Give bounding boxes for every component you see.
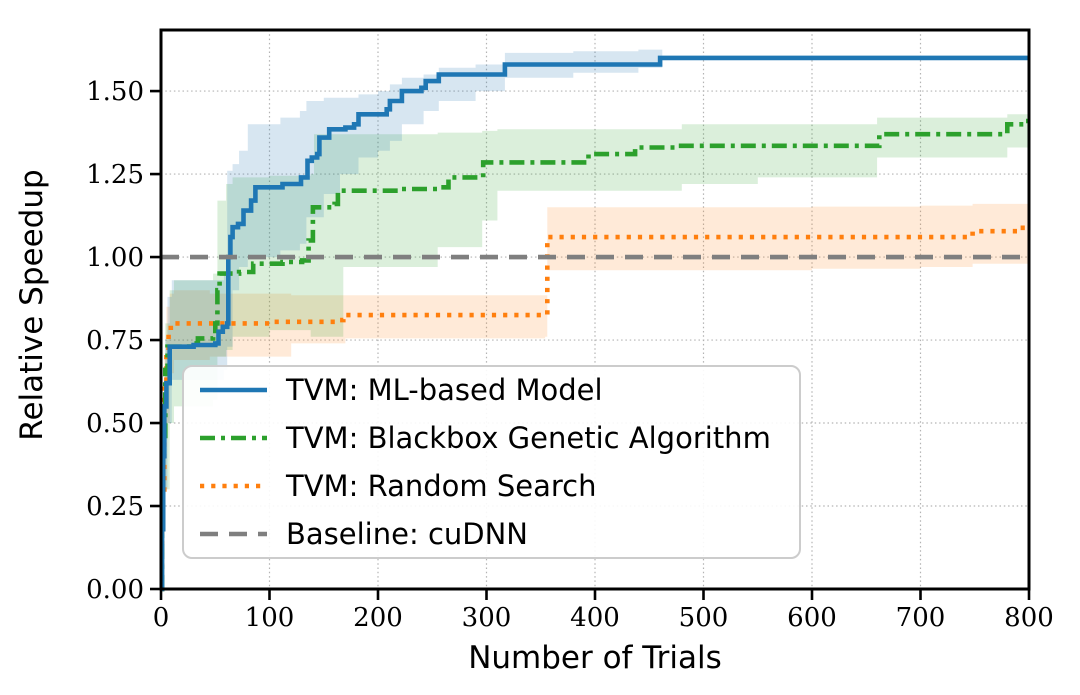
legend-item-baseline-cudnn: Baseline: cuDNN bbox=[200, 517, 528, 551]
y-tick-label-1.25: 1.25 bbox=[86, 160, 144, 190]
y-tick-label-1: 1.00 bbox=[86, 243, 144, 273]
series-line-tvm-ml-model bbox=[159, 55, 1029, 592]
y-tick-label-0.75: 0.75 bbox=[86, 326, 144, 356]
legend-label-tvm-blackbox-ga: TVM: Blackbox Genetic Algorithm bbox=[285, 421, 771, 455]
confidence-band-tvm-random-search bbox=[164, 202, 1030, 490]
legend: TVM: ML-based Model TVM: Blackbox Genetic… bbox=[182, 365, 801, 559]
confidence-band-tvm-ml-model bbox=[165, 49, 663, 490]
x-tick-label-700: 700 bbox=[896, 603, 946, 633]
confidence-bands bbox=[164, 49, 1030, 490]
legend-box bbox=[182, 365, 801, 559]
y-axis-label: Relative Speedup bbox=[14, 169, 50, 440]
x-tick-label-100: 100 bbox=[245, 603, 295, 633]
legend-item-tvm-random-search: TVM: Random Search bbox=[200, 469, 596, 503]
x-tick-label-400: 400 bbox=[570, 603, 620, 633]
y-tick-label-0.5: 0.50 bbox=[86, 409, 144, 439]
x-tick-label-600: 600 bbox=[787, 603, 837, 633]
x-tick-label-500: 500 bbox=[679, 603, 729, 633]
x-axis-label: Number of Trials bbox=[468, 640, 722, 676]
axis-ticks: 0 100 200 300 400 500 600 700 800 0.00 0.25 0.50 0.7… bbox=[86, 77, 1054, 633]
legend-item-tvm-ml-model: TVM: ML-based Model bbox=[200, 373, 603, 407]
legend-label-baseline-cudnn: Baseline: cuDNN bbox=[286, 517, 528, 551]
confidence-band-tvm-blackbox-ga bbox=[165, 107, 1030, 490]
y-tick-label-0: 0.00 bbox=[86, 575, 144, 605]
legend-label-tvm-ml-model: TVM: ML-based Model bbox=[285, 373, 603, 407]
x-tick-label-0: 0 bbox=[153, 603, 170, 633]
legend-item-tvm-blackbox-ga: TVM: Blackbox Genetic Algorithm bbox=[200, 421, 771, 455]
x-tick-label-800: 800 bbox=[1004, 603, 1054, 633]
y-tick-label-1.5: 1.50 bbox=[86, 77, 144, 107]
y-tick-label-0.25: 0.25 bbox=[86, 492, 144, 522]
x-tick-label-300: 300 bbox=[462, 603, 512, 633]
x-tick-label-200: 200 bbox=[353, 603, 403, 633]
legend-label-tvm-random-search: TVM: Random Search bbox=[285, 469, 596, 503]
series-lines bbox=[159, 55, 1029, 592]
